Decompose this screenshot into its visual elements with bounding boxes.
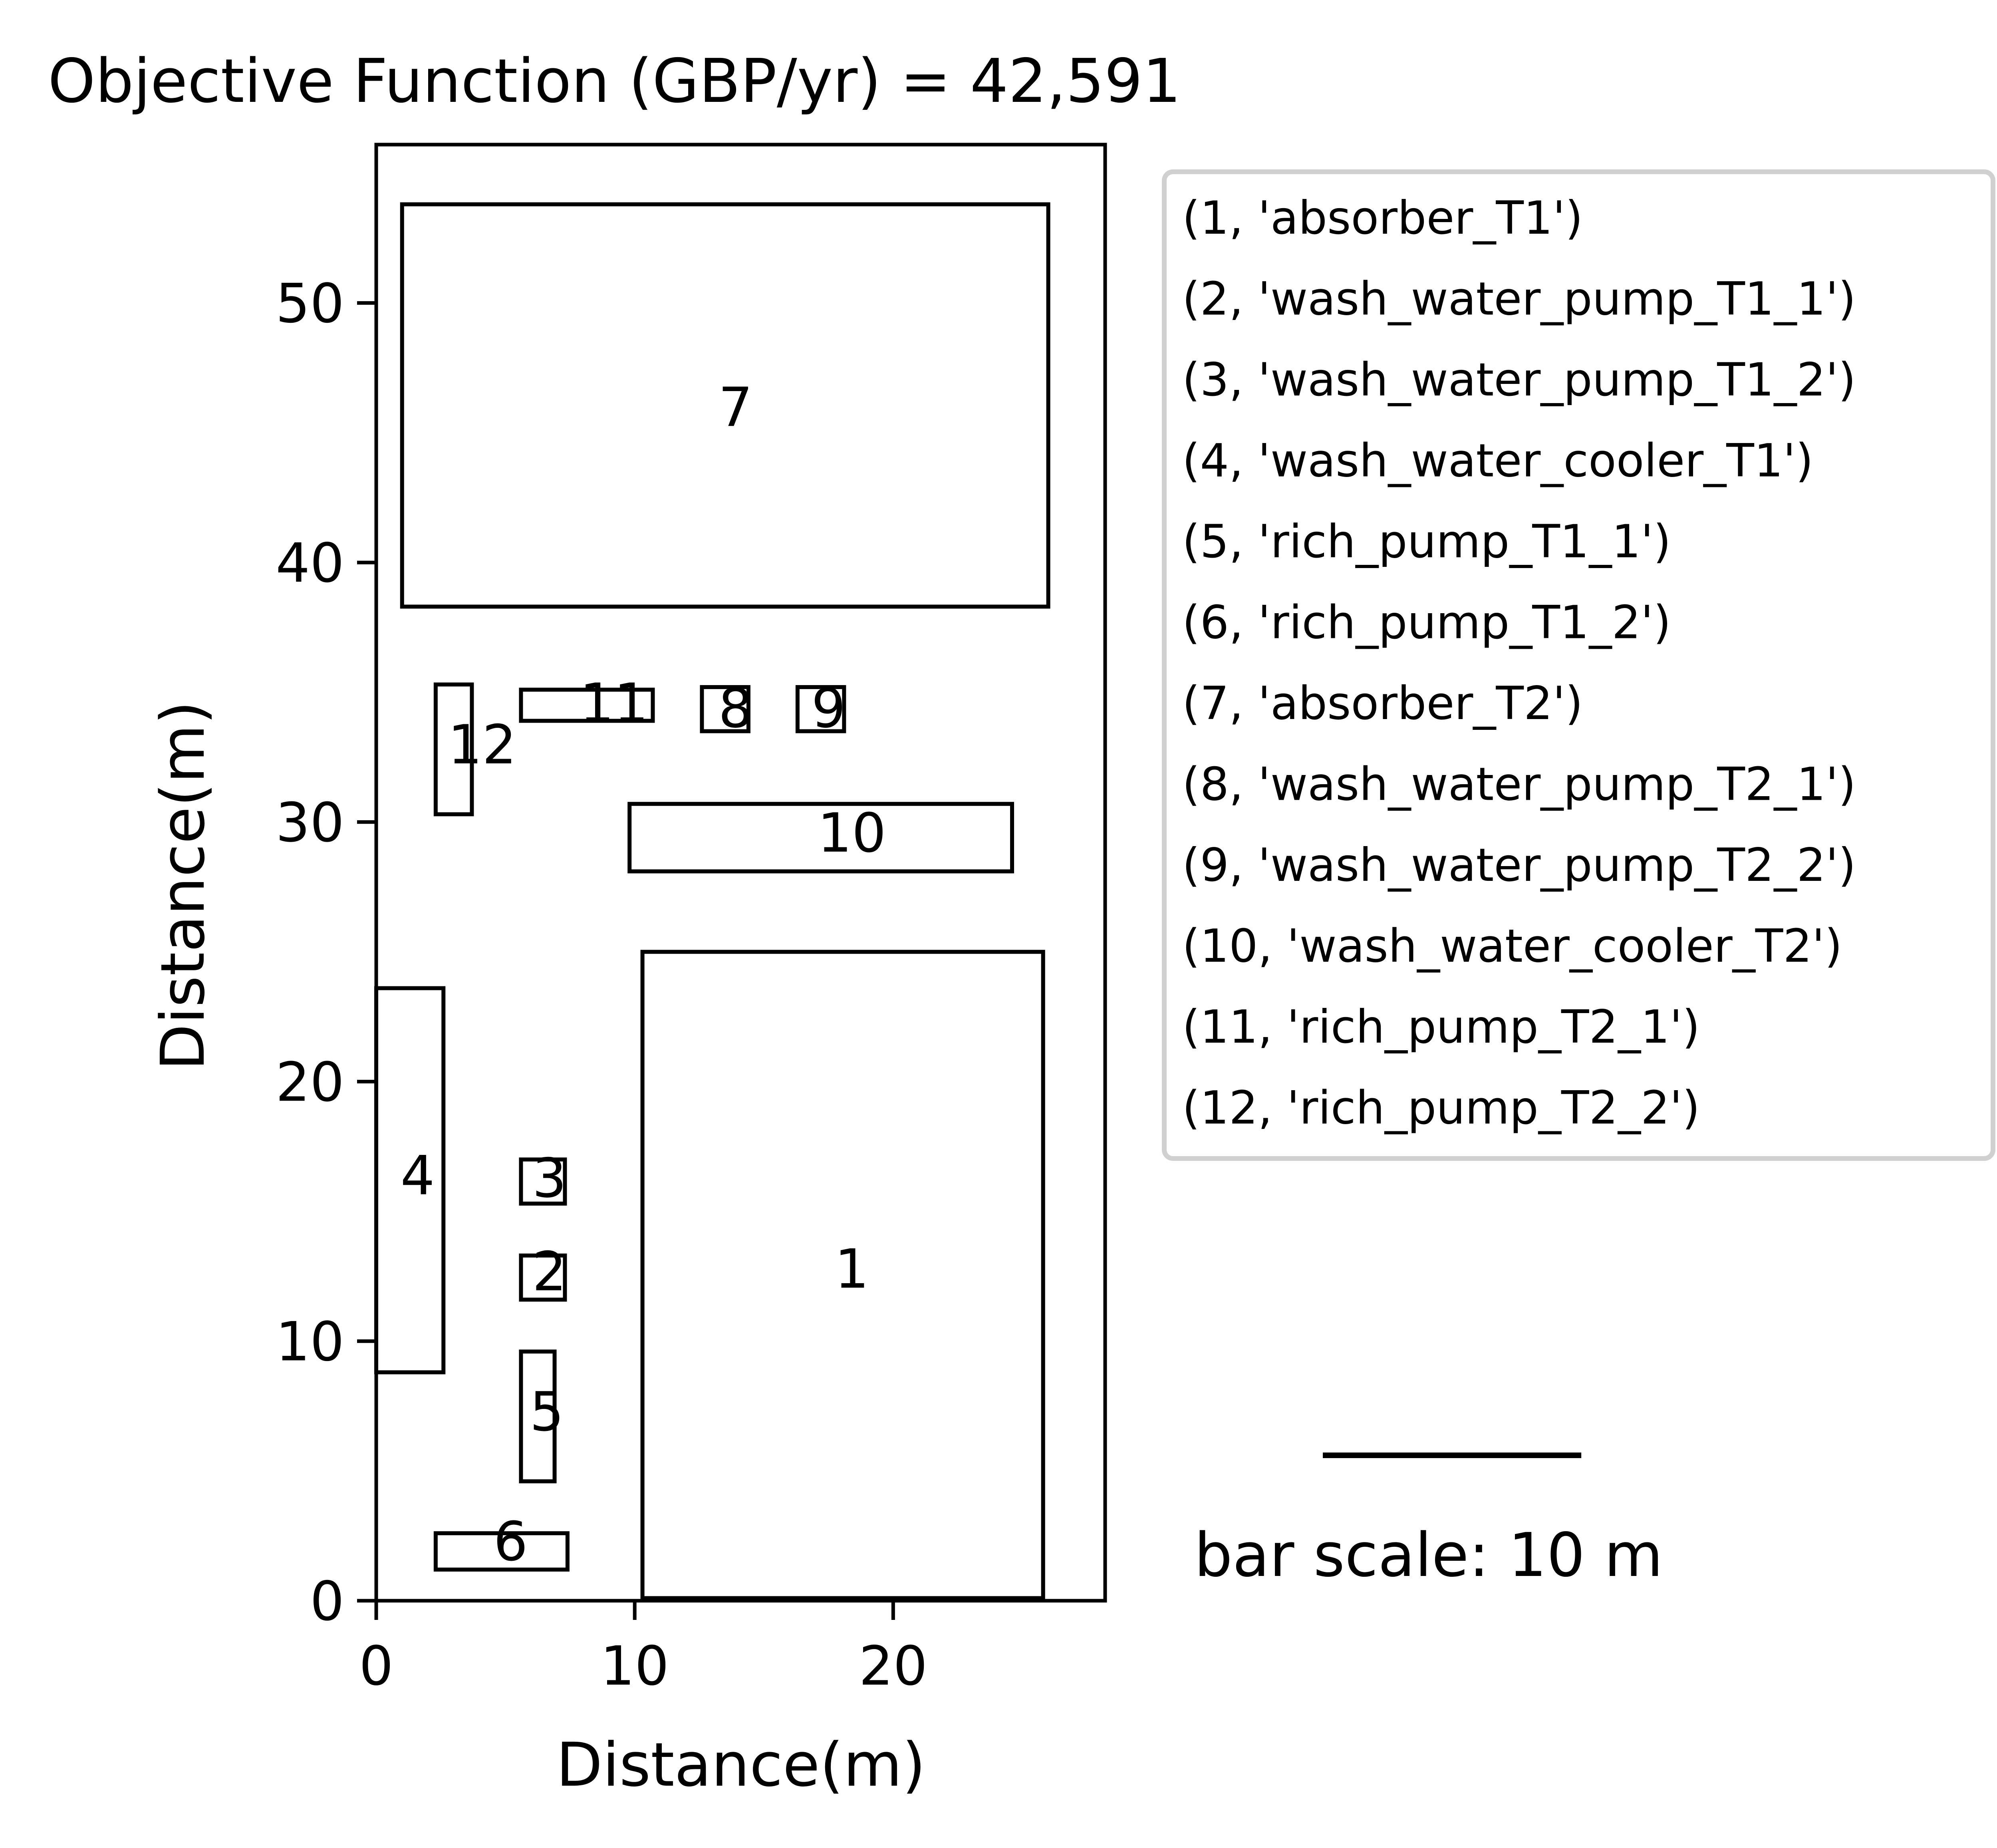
- unit-rect: [795, 685, 846, 733]
- unit-3: 3: [519, 1147, 567, 1210]
- y-tick-label: 50: [276, 272, 344, 335]
- unit-rect: [519, 688, 655, 723]
- unit-label: 1: [835, 1238, 869, 1300]
- ticks-group: 0 10 20 0 10 20 30 40 50: [276, 272, 927, 1697]
- axes-border: [374, 143, 1107, 1603]
- unit-label: 9: [812, 677, 846, 740]
- unit-label: 11: [580, 672, 648, 735]
- legend-entry: (4, 'wash_water_cooler_T1'): [1182, 434, 1813, 487]
- x-axis-label: Distance(m): [556, 1730, 925, 1800]
- x-tick-label: 10: [600, 1635, 669, 1697]
- unit-rect: [433, 1531, 570, 1572]
- unit-rect: [700, 685, 750, 733]
- unit-2: 2: [519, 1240, 567, 1303]
- x-tick-label: 0: [359, 1635, 393, 1697]
- unit-label: 10: [818, 802, 886, 864]
- legend-entry: (7, 'absorber_T2'): [1182, 677, 1583, 730]
- scale-bar: bar scale: 10 m: [1194, 1453, 1663, 1590]
- unit-rect: [627, 802, 1014, 874]
- unit-8: 8: [700, 677, 753, 740]
- legend-entry: (11, 'rich_pump_T2_1'): [1182, 1000, 1700, 1053]
- legend-entry: (9, 'wash_water_pump_T2_2'): [1182, 839, 1856, 892]
- legend-entry: (10, 'wash_water_cooler_T2'): [1182, 920, 1842, 973]
- scale-bar-label: bar scale: 10 m: [1194, 1520, 1663, 1590]
- unit-label: 2: [532, 1240, 567, 1303]
- unit-6: 6: [433, 1510, 570, 1573]
- unit-rect: [640, 950, 1045, 1600]
- legend-entry: (2, 'wash_water_pump_T1_1'): [1182, 272, 1856, 326]
- axes-frame: [374, 143, 1107, 1603]
- unit-rect: [374, 986, 446, 1375]
- legend-box: [1162, 169, 1995, 1161]
- unit-5: 5: [519, 1349, 564, 1484]
- unit-4: 4: [374, 986, 446, 1375]
- legend-items: (1, 'absorber_T1') (2, 'wash_water_pump_T…: [1182, 191, 1856, 1135]
- x-tick-label: 20: [859, 1635, 927, 1697]
- unit-10: 10: [627, 802, 1014, 874]
- legend-entry: (8, 'wash_water_pump_T2_1'): [1182, 758, 1856, 811]
- legend-entry: (1, 'absorber_T1'): [1182, 191, 1583, 244]
- legend-entry: (5, 'rich_pump_T1_1'): [1182, 515, 1671, 568]
- unit-label: 4: [401, 1144, 435, 1207]
- y-tick-label: 40: [276, 532, 344, 594]
- y-tick-label: 20: [276, 1051, 344, 1114]
- chart-title: Objective Function (GBP/yr) = 42,591: [48, 46, 1181, 116]
- y-axis-label: Distance(m): [148, 701, 218, 1070]
- legend-entry: (12, 'rich_pump_T2_2'): [1182, 1081, 1700, 1135]
- unit-7: 7: [400, 202, 1050, 609]
- unit-9: 9: [795, 677, 846, 740]
- unit-label: 12: [448, 713, 516, 776]
- unit-1: 1: [640, 950, 1045, 1600]
- y-tick-label: 0: [310, 1570, 344, 1633]
- y-tick-label: 30: [276, 791, 344, 854]
- unit-label: 7: [719, 376, 753, 439]
- unit-rect: [400, 202, 1050, 609]
- legend-entry: (3, 'wash_water_pump_T1_2'): [1182, 353, 1856, 406]
- unit-rect: [433, 682, 474, 817]
- unit-label: 8: [719, 677, 753, 740]
- unit-11: 11: [519, 672, 655, 735]
- legend: (1, 'absorber_T1') (2, 'wash_water_pump_T…: [1162, 169, 1995, 1161]
- unit-label: 5: [530, 1381, 564, 1443]
- unit-rect: [519, 1349, 557, 1484]
- unit-label: 3: [532, 1147, 567, 1210]
- unit-rect: [519, 1253, 567, 1302]
- legend-entry: (6, 'rich_pump_T1_2'): [1182, 596, 1671, 649]
- unit-label: 6: [494, 1510, 528, 1573]
- y-tick-label: 10: [276, 1310, 344, 1373]
- unit-12: 12: [433, 682, 516, 817]
- unit-rect: [519, 1157, 567, 1206]
